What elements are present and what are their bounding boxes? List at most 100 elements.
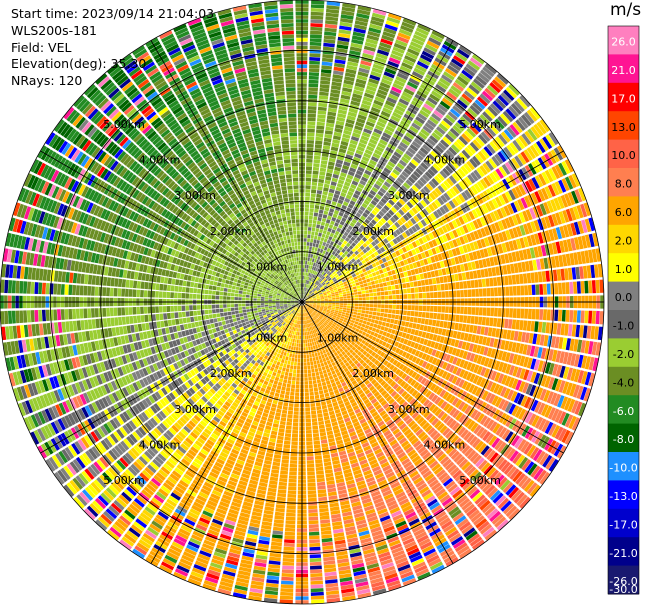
- velocity-gate: [314, 365, 318, 369]
- velocity-gate: [305, 332, 307, 336]
- velocity-gate: [306, 347, 309, 351]
- velocity-gate: [375, 271, 380, 276]
- velocity-gate: [382, 278, 386, 283]
- velocity-gate: [388, 309, 392, 313]
- velocity-gate: [358, 291, 362, 294]
- velocity-gate: [312, 174, 318, 178]
- velocity-gate: [409, 322, 413, 328]
- velocity-gate: [304, 359, 307, 363]
- velocity-gate: [324, 361, 328, 365]
- velocity-gate: [327, 404, 333, 409]
- velocity-gate: [432, 278, 436, 284]
- velocity-gate: [311, 231, 315, 235]
- velocity-gate: [404, 327, 409, 333]
- velocity-gate: [310, 50, 321, 54]
- velocity-gate: [468, 307, 472, 315]
- velocity-gate: [311, 19, 324, 23]
- velocity-gate: [441, 306, 445, 312]
- velocity-gate: [310, 205, 315, 209]
- velocity-gate: [328, 298, 332, 300]
- velocity-gate: [443, 321, 447, 328]
- velocity-gate: [309, 72, 319, 76]
- velocity-gate: [373, 289, 377, 293]
- velocity-gate: [324, 226, 328, 230]
- velocity-gate: [272, 538, 283, 543]
- velocity-gate: [282, 456, 289, 460]
- velocity-gate: [376, 316, 380, 320]
- velocity-gate: [351, 304, 355, 306]
- velocity-gate: [359, 281, 363, 285]
- velocity-gate: [309, 520, 319, 524]
- velocity-gate: [322, 358, 326, 362]
- velocity-gate: [311, 4, 324, 8]
- velocity-gate: [592, 311, 596, 324]
- velocity-gate: [317, 486, 326, 490]
- velocity-gate: [306, 419, 311, 423]
- velocity-gate: [490, 308, 494, 317]
- velocity-gate: [308, 257, 310, 261]
- velocity-gate: [380, 287, 384, 291]
- velocity-gate: [295, 400, 300, 404]
- velocity-gate: [308, 102, 317, 106]
- velocity-gate: [312, 376, 316, 380]
- velocity-gate: [316, 126, 324, 130]
- velocity-gate: [314, 444, 321, 448]
- velocity-gate: [321, 401, 326, 405]
- velocity-gate: [309, 532, 319, 536]
- velocity-gate: [323, 412, 329, 417]
- velocity-gate: [308, 487, 316, 491]
- velocity-gate: [429, 313, 433, 319]
- velocity-gate: [314, 236, 318, 240]
- velocity-gate: [310, 197, 315, 201]
- velocity-gate: [317, 190, 322, 194]
- velocity-gate: [320, 168, 326, 172]
- velocity-gate: [489, 278, 493, 287]
- velocity-gate: [336, 303, 340, 305]
- velocity-gate: [459, 282, 463, 289]
- velocity-gate: [545, 271, 550, 282]
- velocity-gate: [383, 282, 387, 286]
- velocity-gate: [387, 281, 391, 286]
- velocity-gate: [306, 159, 312, 163]
- velocity-gate: [313, 380, 317, 384]
- velocity-gate: [320, 375, 324, 379]
- velocity-gate: [381, 296, 385, 300]
- velocity-gate: [434, 306, 438, 312]
- velocity-gate: [304, 325, 305, 329]
- velocity-gate: [363, 321, 367, 325]
- velocity-gate: [305, 389, 309, 393]
- velocity-gate: [508, 275, 512, 285]
- velocity-gate: [316, 133, 324, 137]
- velocity-gate: [315, 144, 322, 148]
- velocity-gate: [325, 223, 330, 227]
- velocity-gate: [322, 54, 333, 59]
- velocity-gate: [283, 558, 295, 562]
- velocity-gate: [322, 195, 327, 199]
- velocity-gate: [313, 171, 319, 175]
- velocity-gate: [320, 512, 330, 516]
- velocity-gate: [307, 339, 309, 343]
- velocity-gate: [322, 62, 333, 67]
- velocity-gate: [277, 497, 286, 501]
- velocity-gate: [347, 298, 351, 300]
- velocity-gate: [324, 207, 329, 211]
- velocity-gate: [392, 290, 396, 294]
- velocity-gate: [360, 284, 364, 288]
- velocity-gate: [305, 336, 307, 340]
- velocity-gate: [456, 307, 460, 314]
- velocity-gate: [407, 311, 411, 316]
- velocity-gate: [347, 296, 351, 299]
- velocity-gate: [308, 483, 316, 487]
- velocity-gate: [343, 308, 347, 310]
- velocity-gate: [307, 235, 310, 239]
- velocity-gate: [415, 305, 419, 310]
- velocity-gate: [393, 324, 397, 329]
- velocity-gate: [335, 295, 339, 297]
- velocity-gate: [307, 456, 314, 460]
- velocity-gate: [306, 163, 312, 167]
- velocity-gate: [314, 209, 319, 213]
- velocity-gate: [289, 369, 293, 373]
- velocity-gate: [411, 294, 415, 299]
- velocity-gate: [498, 308, 502, 317]
- velocity-gate: [343, 299, 347, 301]
